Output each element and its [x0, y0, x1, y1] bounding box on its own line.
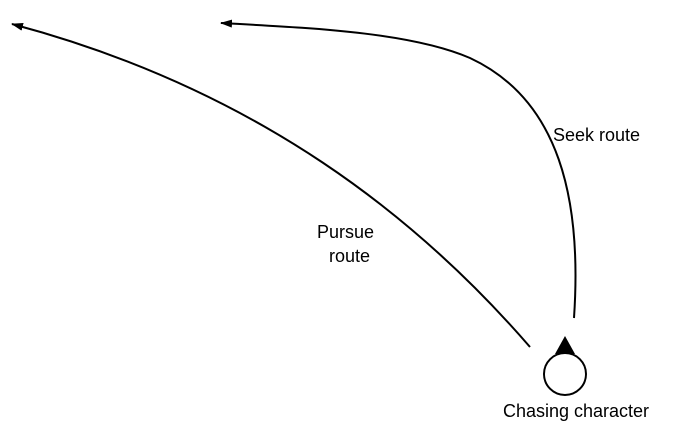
chasing-character-icon [543, 336, 587, 396]
pursue-route-arrow [11, 22, 531, 348]
pursue-route-label-line1: Pursue [317, 222, 374, 242]
chasing-character-label: Chasing character [503, 401, 649, 421]
character-body-circle [543, 352, 587, 396]
pursue-route-label-line2: route [329, 246, 370, 266]
seek-route-arrow [220, 19, 577, 319]
seek-route-label: Seek route [553, 125, 640, 145]
character-heading-triangle [555, 336, 575, 354]
